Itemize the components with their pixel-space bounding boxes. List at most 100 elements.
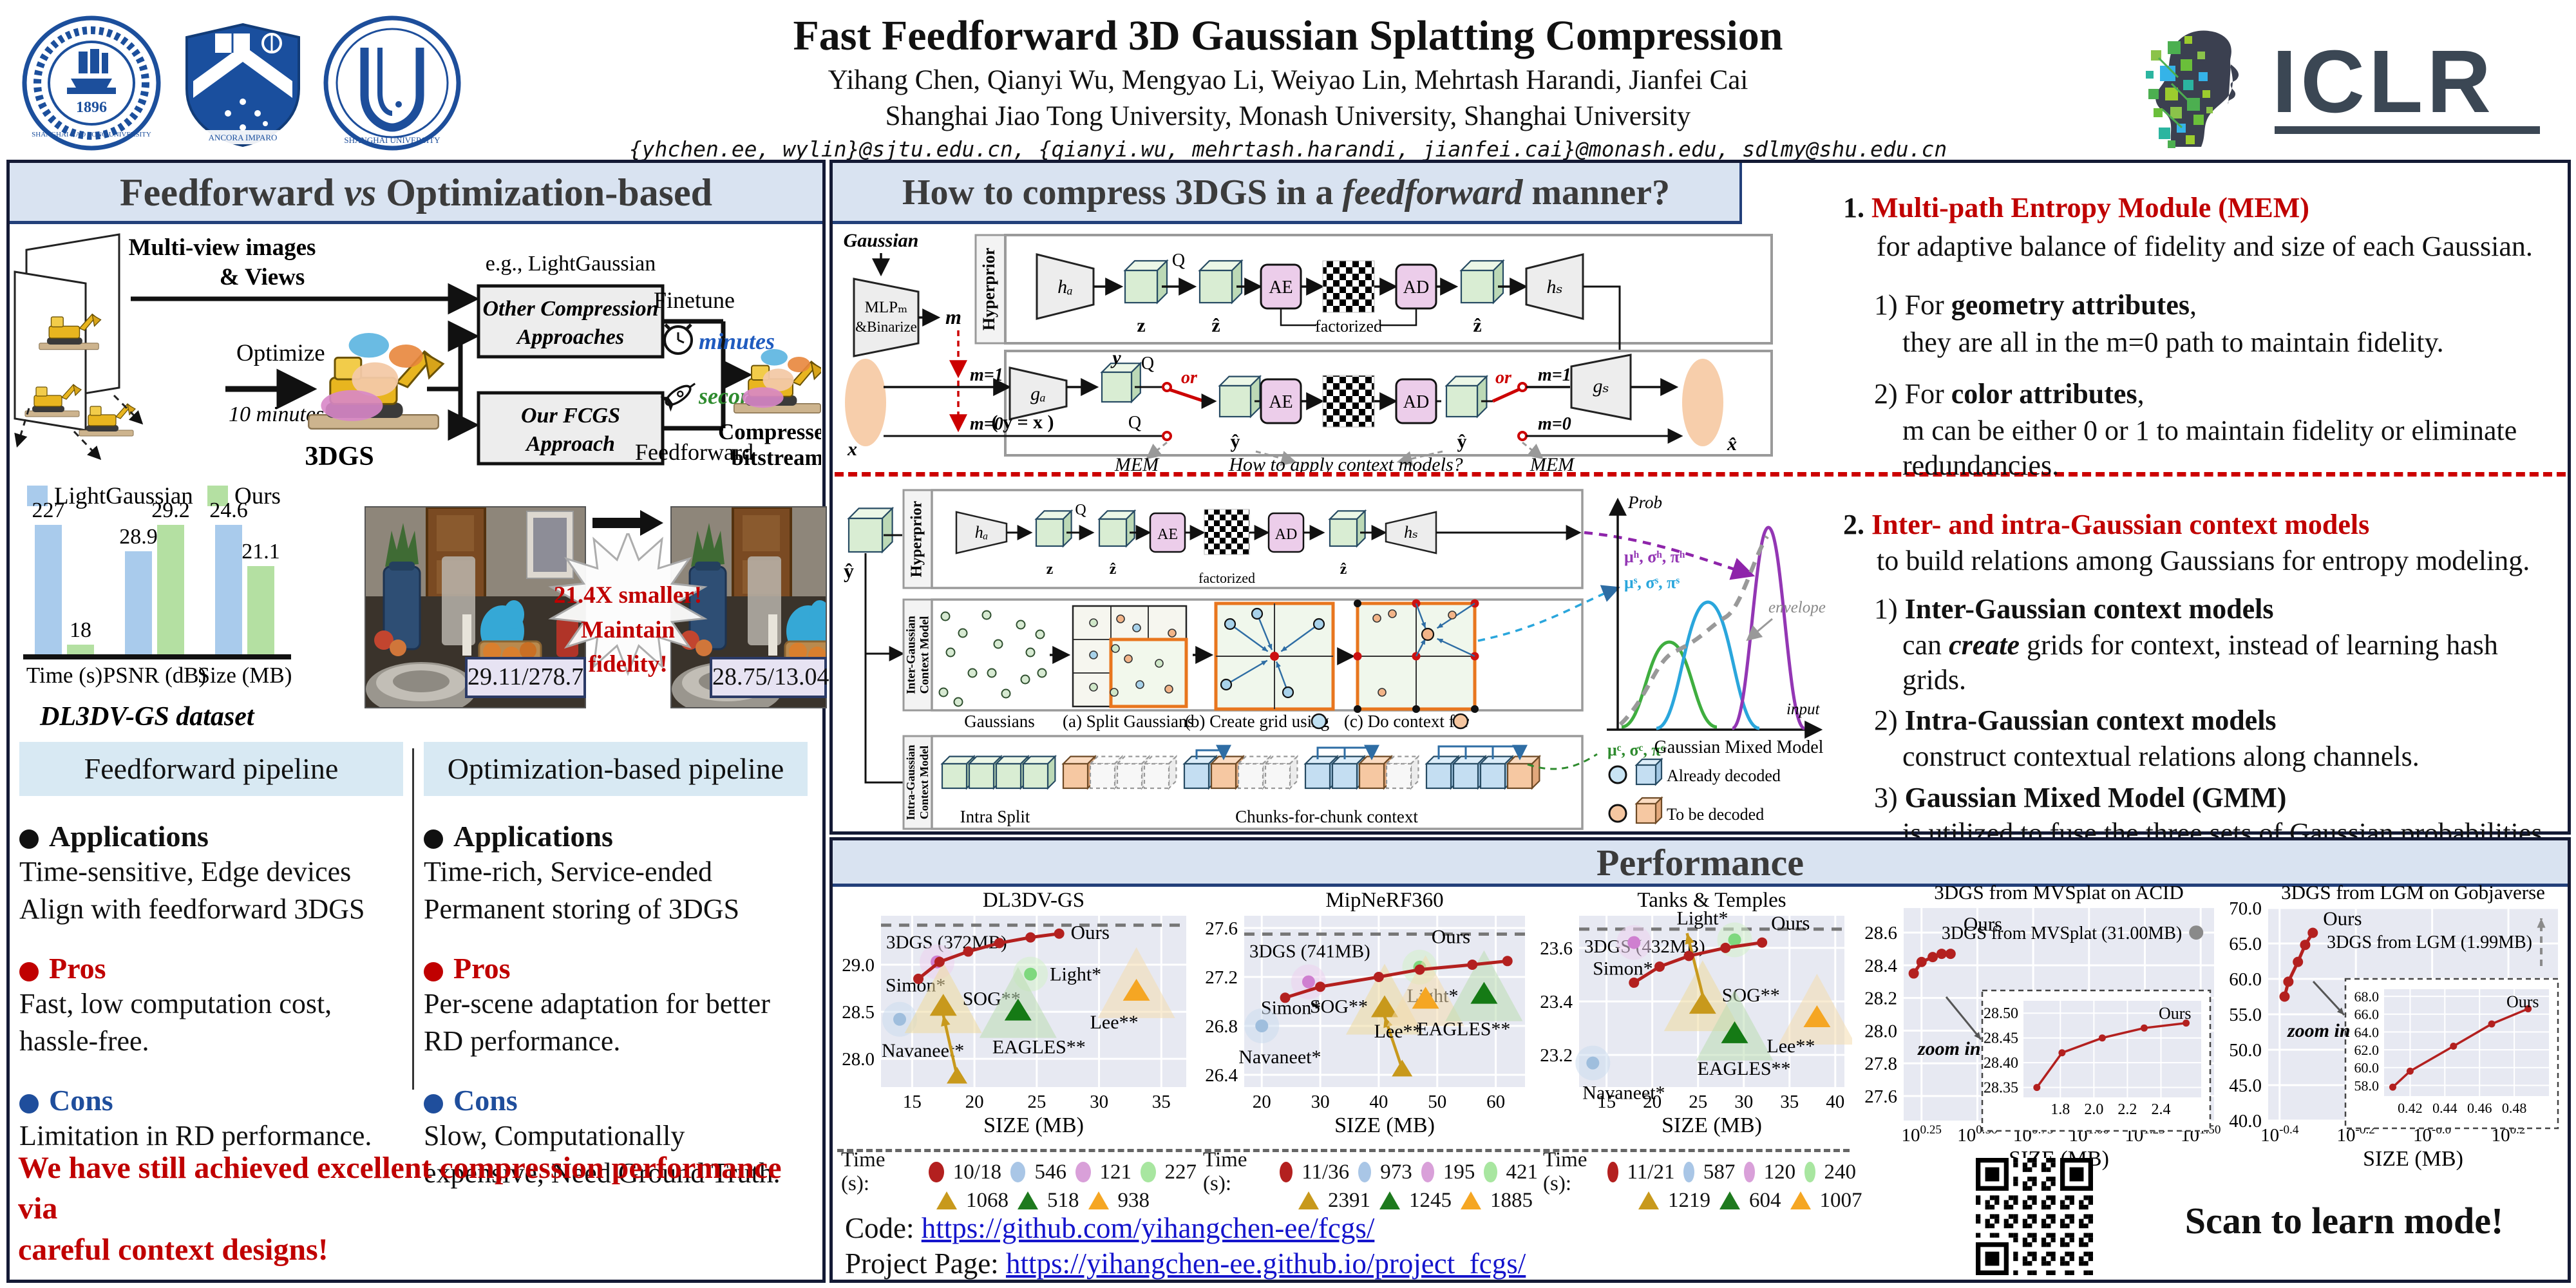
- svg-text:227: 227: [32, 498, 65, 522]
- svg-text:or: or: [1495, 368, 1512, 388]
- svg-text:m=0: m=0: [970, 414, 1003, 434]
- svg-text:66.0: 66.0: [2354, 1007, 2380, 1023]
- code-label: Code:: [845, 1212, 914, 1244]
- svg-text:factorized: factorized: [1315, 317, 1382, 336]
- svg-text:21.1: 21.1: [242, 540, 280, 564]
- svg-text:MEM: MEM: [1114, 454, 1160, 472]
- svg-text:Ours: Ours: [234, 483, 281, 509]
- svg-text:58.0: 58.0: [2354, 1077, 2380, 1094]
- left-panel-footer: We have still achieved excellent compres…: [18, 1151, 782, 1267]
- svg-text:23.6: 23.6: [1540, 938, 1573, 959]
- svg-text:Q: Q: [1075, 502, 1086, 518]
- svg-text:23.4: 23.4: [1540, 992, 1573, 1012]
- svg-text:PSNR (dB): PSNR (dB): [103, 663, 206, 688]
- ours-label: Ours: [1964, 913, 2002, 935]
- svg-text:30: 30: [1311, 1092, 1330, 1112]
- ref-label: 3DGS from MVSplat (31.00MB): [1942, 923, 2182, 943]
- legend-value: 2391: [1328, 1188, 1370, 1212]
- legend-value: 1245: [1409, 1188, 1452, 1212]
- sjtu-name: SHANGHAI JIAO TONG UNIVERSITY: [32, 131, 151, 138]
- svg-text:or: or: [1181, 368, 1198, 388]
- svg-text:60.0: 60.0: [2229, 969, 2262, 990]
- svg-text:29.0: 29.0: [842, 955, 875, 976]
- code-link[interactable]: https://github.com/yihangchen-ee/fcgs/: [921, 1212, 1375, 1244]
- legend-value: 604: [1749, 1188, 1781, 1212]
- plot-title: Tanks & Temples: [1637, 890, 1786, 912]
- svg-text:28.9: 28.9: [119, 525, 158, 549]
- legend-value: 195: [1443, 1160, 1475, 1184]
- svg-text:0.46: 0.46: [2467, 1100, 2492, 1116]
- svg-text:Intra-Gaussian: Intra-Gaussian: [904, 744, 917, 820]
- note-mem: 1. Multi-path Entropy Module (MEM) for a…: [1843, 192, 2533, 482]
- svg-text:0.44: 0.44: [2432, 1100, 2458, 1116]
- legend-circle: [1358, 1162, 1372, 1182]
- svg-text:27.8: 27.8: [1864, 1054, 1897, 1074]
- svg-text:Ours: Ours: [2506, 992, 2539, 1011]
- legend-circle: [1607, 1162, 1618, 1182]
- cons-heading: Cons: [19, 1083, 403, 1117]
- project-label: Project Page:: [845, 1247, 999, 1280]
- svg-text:30: 30: [1090, 1092, 1108, 1112]
- xaxis-label: SIZE (MB): [2363, 1147, 2463, 1171]
- svg-text:x: x: [847, 439, 857, 460]
- tanks-temples-plot: Tanks & Temples 15 20 25 30 35 40 23.2 23.4 23.6 S…: [1540, 890, 1852, 1137]
- svg-text:Inter-Gaussian: Inter-Gaussian: [904, 616, 918, 694]
- eg-lightgaussian: e.g., LightGaussian: [486, 252, 656, 276]
- svg-text:m: m: [945, 305, 961, 328]
- method-label: EAGLES**: [992, 1037, 1086, 1058]
- excavator-illustration: [307, 333, 445, 430]
- svg-text:30: 30: [1734, 1092, 1753, 1112]
- legend-value: 10/18: [952, 1160, 1001, 1184]
- svg-text:&Binarize: &Binarize: [855, 319, 917, 335]
- svg-text:ŷ: ŷ: [844, 559, 854, 582]
- svg-text:65.0: 65.0: [2229, 934, 2262, 954]
- mipnerf360-plot: MipNeRF360 20 30 40 50 60 26.4 26.8 27.2 27.6 SIZE…: [1205, 890, 1525, 1137]
- plot-title: 3DGS from MVSplat on ACID: [1934, 884, 2184, 904]
- svg-text:28.40: 28.40: [1984, 1055, 2018, 1072]
- poster-title: Fast Feedforward 3D Gaussian Splatting C…: [793, 12, 1783, 59]
- legend-value: 121: [1099, 1160, 1132, 1184]
- svg-text:Q: Q: [1172, 251, 1185, 270]
- legend-value: 227: [1164, 1160, 1197, 1184]
- svg-text:Prob: Prob: [1627, 493, 1662, 512]
- clock-icon: [663, 323, 693, 355]
- svg-text:15: 15: [1597, 1092, 1616, 1112]
- excavator-illustration: [39, 313, 102, 350]
- kitchen-image-before: [365, 506, 586, 708]
- svg-text:26.8: 26.8: [1205, 1016, 1238, 1037]
- legend-triangle: [1719, 1191, 1740, 1209]
- legend-circle: [1075, 1162, 1091, 1182]
- finetune-label: Finetune: [654, 287, 735, 313]
- mem-architecture-diagram: Gaussian MLPₘ &Binarize m Hyperprior hₐ …: [844, 230, 1773, 472]
- excavator-illustration: [734, 349, 821, 413]
- svg-text:How to apply context models?: How to apply context models?: [1228, 454, 1463, 472]
- legend-value: 11/21: [1627, 1160, 1675, 1184]
- orange-point-glyph: [1452, 713, 1469, 730]
- svg-text:Our FCGS: Our FCGS: [521, 404, 620, 428]
- svg-text:μᶜ, σᶜ, πᶜ: μᶜ, σᶜ, πᶜ: [1607, 741, 1665, 759]
- svg-text:20: 20: [965, 1092, 984, 1112]
- legend-value: 421: [1506, 1160, 1539, 1184]
- svg-text:70.0: 70.0: [2229, 898, 2262, 919]
- svg-text:50: 50: [1428, 1092, 1446, 1112]
- svg-text:35: 35: [1152, 1092, 1171, 1112]
- legend-circle: [1141, 1162, 1156, 1182]
- legend-value: 120: [1763, 1160, 1796, 1184]
- svg-text:ŷ: ŷ: [1231, 431, 1240, 452]
- monash-motto: ANCORA IMPARO: [209, 133, 278, 142]
- ours-label: Ours: [1071, 921, 1110, 943]
- multiview-label-2: & Views: [220, 264, 305, 290]
- svg-text:50.0: 50.0: [2229, 1040, 2262, 1061]
- svg-text:ẑ: ẑ: [1473, 315, 1481, 336]
- svg-text:Compressed: Compressed: [718, 419, 821, 444]
- svg-text:Context Model: Context Model: [918, 746, 931, 819]
- method-label: EAGLES**: [1698, 1058, 1791, 1079]
- svg-text:gₐ: gₐ: [1030, 383, 1046, 404]
- project-link[interactable]: https://yihangchen-ee.github.io/project_…: [1005, 1247, 1526, 1280]
- svg-text:18: 18: [70, 618, 91, 642]
- svg-text:AD: AD: [1275, 526, 1298, 543]
- optimize-label: Optimize: [236, 340, 325, 366]
- performance-dashed-divider: [837, 1149, 1850, 1152]
- svg-text:26.4: 26.4: [1205, 1065, 1238, 1086]
- metric-after: 28.75/13.04: [710, 657, 829, 698]
